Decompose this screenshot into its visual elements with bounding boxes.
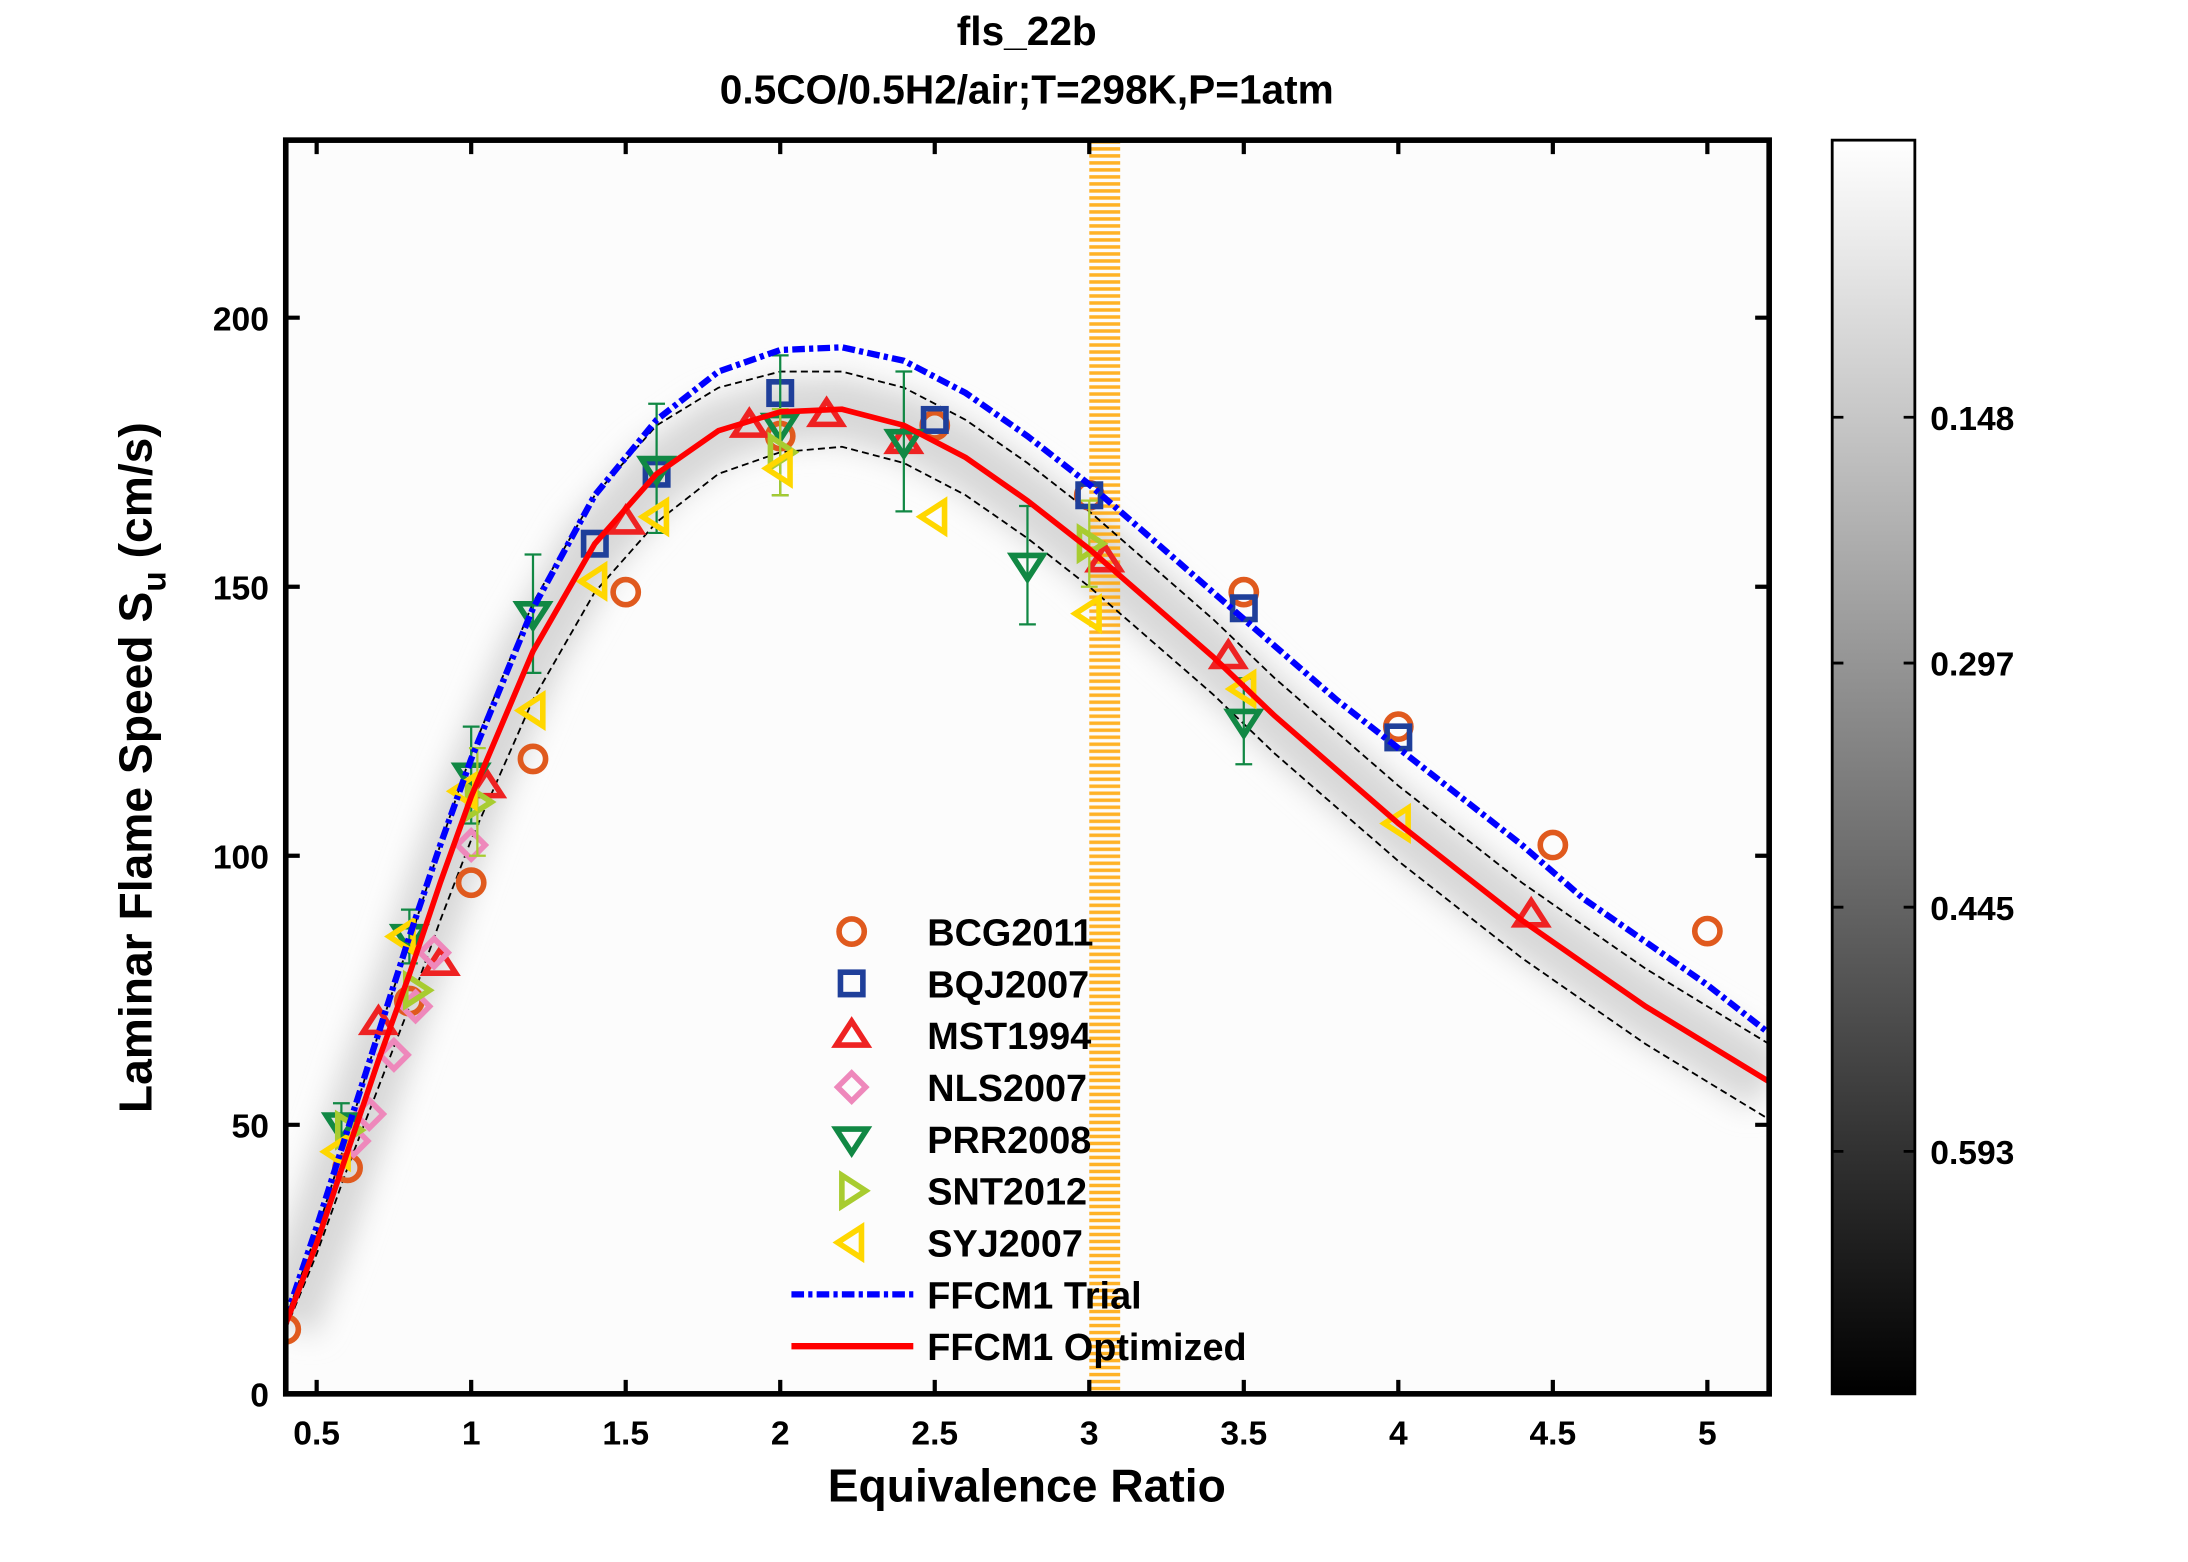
legend-item-nls2007: NLS2007	[833, 1068, 1087, 1110]
data-point-triangle-left	[384, 915, 416, 958]
x-tick-label: 5	[1698, 1415, 1717, 1452]
data-point-diamond	[453, 827, 490, 863]
legend-item-bqj2007: BQJ2007	[837, 964, 1089, 1006]
data-point-triangle-down	[1223, 708, 1265, 741]
legend: BCG2011 BQJ2007 MST1994 NLS2007 PRR2008 SNT20…	[791, 913, 1247, 1369]
data-point-square	[580, 529, 609, 558]
data-point-circle	[610, 576, 642, 608]
y-axis-label-main: Laminar Flame Speed S	[109, 592, 161, 1113]
x-tick-label: 4	[1389, 1415, 1408, 1452]
legend-item-snt2012: SNT2012	[839, 1170, 1087, 1214]
data-point-triangle-up	[357, 1003, 400, 1036]
legend-label: PRR2008	[927, 1120, 1091, 1162]
legend-item-bcg2011: BCG2011	[836, 913, 1093, 955]
legend-marker-circle	[836, 916, 868, 947]
legend-item-syj2007: SYJ2007	[832, 1221, 1083, 1266]
chart-subtitle: 0.5CO/0.5H2/air;T=298K,P=1atm	[720, 67, 1334, 113]
plot-background	[285, 140, 1770, 1394]
y-axis-label-sub: u	[136, 571, 173, 592]
colorbar-tick-label: 0.445	[1930, 891, 2014, 928]
data-point-triangle-left	[1070, 593, 1102, 635]
data-point-triangle-up	[1207, 637, 1249, 670]
data-point-triangle-down	[1006, 552, 1049, 585]
series-syj2007	[319, 447, 1411, 1173]
data-point-triangle-left	[761, 447, 793, 489]
plot-area	[285, 140, 1770, 1394]
y-axis-label-unit: (cm/s)	[109, 422, 161, 571]
legend-marker-triangle-up	[831, 1016, 873, 1048]
y-tick-label: 50	[232, 1108, 269, 1145]
x-tick-label: 2.5	[911, 1415, 958, 1452]
y-tick-label: 150	[213, 570, 269, 607]
x-tick-label: 3.5	[1220, 1415, 1267, 1452]
colorbar-ticks: 0.148 0.297 0.445 0.593	[1832, 401, 2014, 1172]
legend-label: NLS2007	[927, 1068, 1087, 1110]
data-point-triangle-left	[915, 496, 948, 538]
data-point-circle	[285, 1313, 302, 1345]
highlight-band	[1089, 140, 1121, 1394]
plot-frame	[282, 137, 1772, 1397]
legend-item-ffcm1-trial: FFCM1 Trial	[791, 1275, 1142, 1317]
legend-label: SYJ2007	[927, 1224, 1083, 1266]
data-point-circle	[455, 867, 487, 899]
error-bar	[648, 402, 666, 535]
data-point-square	[920, 405, 949, 434]
legend-item-prr2008: PRR2008	[831, 1120, 1091, 1162]
data-point-triangle-down	[883, 428, 925, 461]
legend-label: BCG2011	[927, 913, 1093, 955]
legend-label: MST1994	[927, 1016, 1091, 1058]
legend-label: SNT2012	[927, 1172, 1087, 1214]
uncertainty-lower-bound	[285, 445, 1770, 1330]
colorbar-tick-label: 0.593	[1930, 1135, 2014, 1172]
legend-label: FFCM1 Trial	[927, 1275, 1141, 1317]
x-tick-label: 3	[1080, 1415, 1099, 1452]
legend-marker-triangle-down	[831, 1126, 873, 1159]
legend-marker-triangle-right	[839, 1170, 871, 1212]
x-tick-label: 4.5	[1529, 1415, 1576, 1452]
legend-label: FFCM1 Optimized	[927, 1327, 1246, 1369]
legend-marker-diamond	[833, 1069, 870, 1106]
curve-ffcm1-trial	[285, 344, 1770, 1320]
y-axis-label: Laminar Flame Speed Su (cm/s)	[109, 422, 173, 1113]
data-point-triangle-left	[575, 560, 608, 602]
data-point-triangle-left	[637, 496, 670, 538]
colorbar-tick-label: 0.148	[1930, 401, 2014, 438]
data-point-circle	[1691, 915, 1723, 947]
legend-label: BQJ2007	[927, 964, 1089, 1006]
x-axis-label: Equivalence Ratio	[828, 1460, 1226, 1512]
data-point-circle	[1537, 829, 1569, 861]
data-point-diamond	[416, 934, 453, 971]
data-point-triangle-left	[513, 689, 546, 732]
curve-ffcm1-optimized	[285, 406, 1770, 1325]
data-point-triangle-left	[1379, 802, 1411, 845]
y-tick-label: 200	[213, 301, 269, 338]
x-tick-label: 2	[771, 1415, 790, 1452]
uncertainty-upper-bound	[285, 370, 1770, 1319]
colorbar	[1830, 138, 1917, 1396]
chart-title: fls_22b	[957, 8, 1097, 54]
legend-marker-square	[837, 969, 866, 998]
x-tick-label: 1.5	[602, 1415, 649, 1452]
x-tick-label: 0.5	[293, 1415, 340, 1452]
colorbar-tick-label: 0.297	[1930, 647, 2014, 684]
legend-marker-triangle-left	[832, 1221, 865, 1264]
y-tick-label: 0	[250, 1377, 269, 1414]
legend-item-mst1994: MST1994	[831, 1016, 1091, 1058]
data-point-circle	[1228, 576, 1260, 608]
y-tick-label: 100	[213, 839, 269, 876]
x-tick-label: 1	[462, 1415, 481, 1452]
data-point-circle	[517, 743, 549, 775]
error-bar	[895, 370, 913, 513]
error-bar	[1080, 499, 1098, 588]
legend-item-ffcm1-optimized: FFCM1 Optimized	[791, 1327, 1247, 1369]
data-point-triangle-down	[512, 601, 554, 633]
